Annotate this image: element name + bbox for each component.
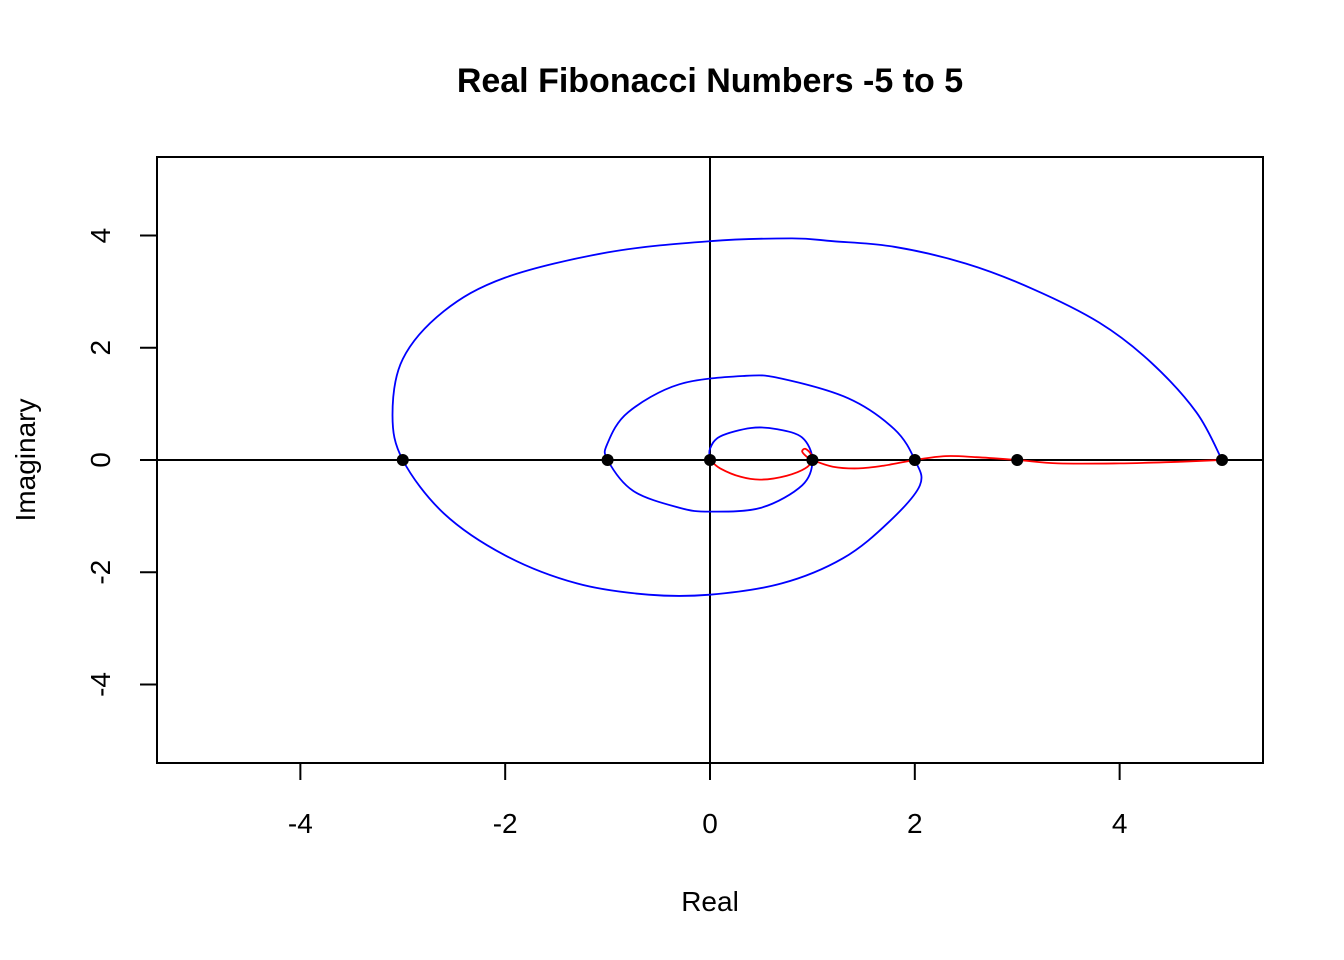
x-tick-label: -4 [288, 808, 313, 839]
points-layer [396, 454, 1229, 466]
data-point [806, 454, 819, 466]
series-layer [391, 237, 1223, 597]
data-point [908, 454, 921, 466]
y-axis: -4 -2 0 2 4 [85, 228, 158, 697]
data-point [396, 454, 409, 466]
data-point [601, 454, 614, 466]
x-axis: -4 -2 0 2 4 [288, 762, 1128, 839]
data-point [704, 454, 716, 466]
y-tick-label: -4 [85, 672, 116, 697]
x-tick-label: -2 [493, 808, 518, 839]
x-tick-label: 2 [907, 808, 923, 839]
data-point [1216, 454, 1229, 466]
x-tick-label: 4 [1112, 808, 1128, 839]
y-tick-label: 4 [85, 228, 116, 244]
y-tick-label: 2 [85, 340, 116, 356]
x-axis-label: Real [681, 886, 739, 917]
series-line-1 [391, 237, 1223, 597]
y-tick-label: 0 [85, 452, 116, 468]
x-tick-label: 0 [702, 808, 718, 839]
y-axis-label: Imaginary [10, 399, 41, 522]
data-point [1011, 454, 1024, 466]
series-line-2 [709, 447, 1223, 481]
y-tick-label: -2 [85, 560, 116, 585]
chart-title: Real Fibonacci Numbers -5 to 5 [457, 62, 963, 100]
